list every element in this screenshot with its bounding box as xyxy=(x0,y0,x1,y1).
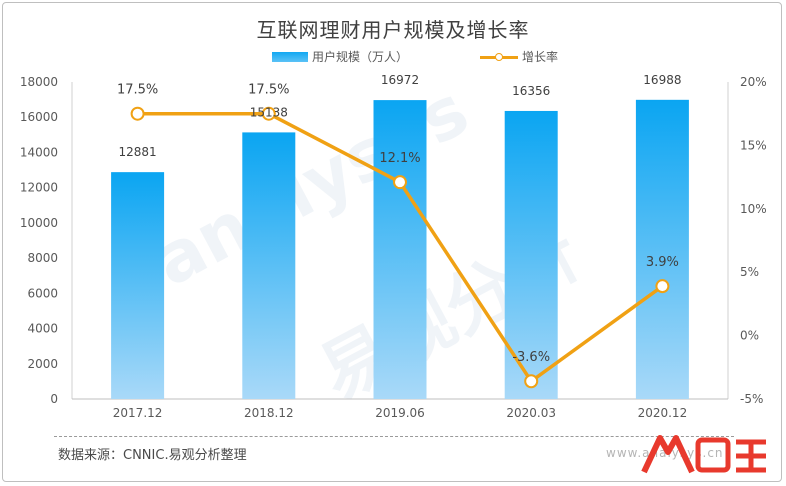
logo-icon xyxy=(641,435,766,474)
brand-logo xyxy=(640,432,770,485)
y-right-tick-label: 0% xyxy=(740,329,759,343)
y-left-tick-label: 2000 xyxy=(27,357,58,371)
bar xyxy=(111,172,165,399)
y-left-tick-label: 6000 xyxy=(27,286,58,300)
bar-value-label: 12881 xyxy=(119,145,157,159)
growth-point xyxy=(524,374,539,389)
bar xyxy=(242,132,296,399)
legend-bar-label: 用户规模（万人） xyxy=(312,50,409,64)
growth-value-label: 17.5% xyxy=(117,83,158,98)
legend-line-swatch xyxy=(480,52,518,62)
y-right-tick-label: 5% xyxy=(740,265,759,279)
bar xyxy=(373,100,427,400)
growth-point xyxy=(655,279,670,294)
x-tick-label: 2020.03 xyxy=(506,406,556,420)
bar-value-label: 16972 xyxy=(381,73,419,87)
y-right-tick-label: 20% xyxy=(740,75,767,89)
bar-value-label: 15138 xyxy=(250,105,288,119)
bar-value-label: 16988 xyxy=(643,73,681,87)
legend-bar: 用户规模（万人） xyxy=(272,48,408,65)
growth-value-label: 17.5% xyxy=(248,83,289,98)
x-tick-label: 2018.12 xyxy=(244,406,294,420)
growth-value-label: 3.9% xyxy=(646,255,679,270)
y-right-tick-label: 15% xyxy=(740,138,767,152)
bar xyxy=(635,99,689,399)
bar xyxy=(504,110,558,399)
growth-point xyxy=(261,106,276,121)
chart-title: 互联网理财用户规模及增长率 xyxy=(256,18,530,42)
legend-bar-swatch xyxy=(272,51,308,62)
growth-value-label: -3.6% xyxy=(512,350,550,365)
y-right-tick-label: 10% xyxy=(740,202,767,216)
bar-value-label: 16356 xyxy=(512,84,550,98)
source-note: 数据来源：CNNIC.易观分析整理 xyxy=(58,448,247,463)
x-tick-label: 2019.06 xyxy=(375,406,425,420)
y-left-tick-label: 16000 xyxy=(20,110,58,124)
legend-line-label: 增长率 xyxy=(522,50,559,64)
growth-point xyxy=(393,175,407,190)
y-left-tick-label: 0 xyxy=(50,392,58,406)
x-tick-label: 2017.12 xyxy=(113,406,163,420)
y-left-tick-label: 12000 xyxy=(20,181,58,195)
growth-value-label: 12.1% xyxy=(379,151,420,166)
y-left-tick-label: 10000 xyxy=(20,216,58,230)
footer-divider xyxy=(54,436,734,437)
growth-point xyxy=(130,106,145,121)
y-left-tick-label: 18000 xyxy=(20,75,58,89)
y-right-tick-label: -5% xyxy=(740,392,763,406)
x-tick-label: 2020.12 xyxy=(638,406,688,420)
y-left-tick-label: 4000 xyxy=(27,322,58,336)
watermark-url: www.analysys.cn xyxy=(606,446,724,460)
legend-line: 增长率 xyxy=(480,48,558,65)
y-left-tick-label: 8000 xyxy=(27,251,58,265)
y-left-tick-label: 14000 xyxy=(20,145,58,159)
